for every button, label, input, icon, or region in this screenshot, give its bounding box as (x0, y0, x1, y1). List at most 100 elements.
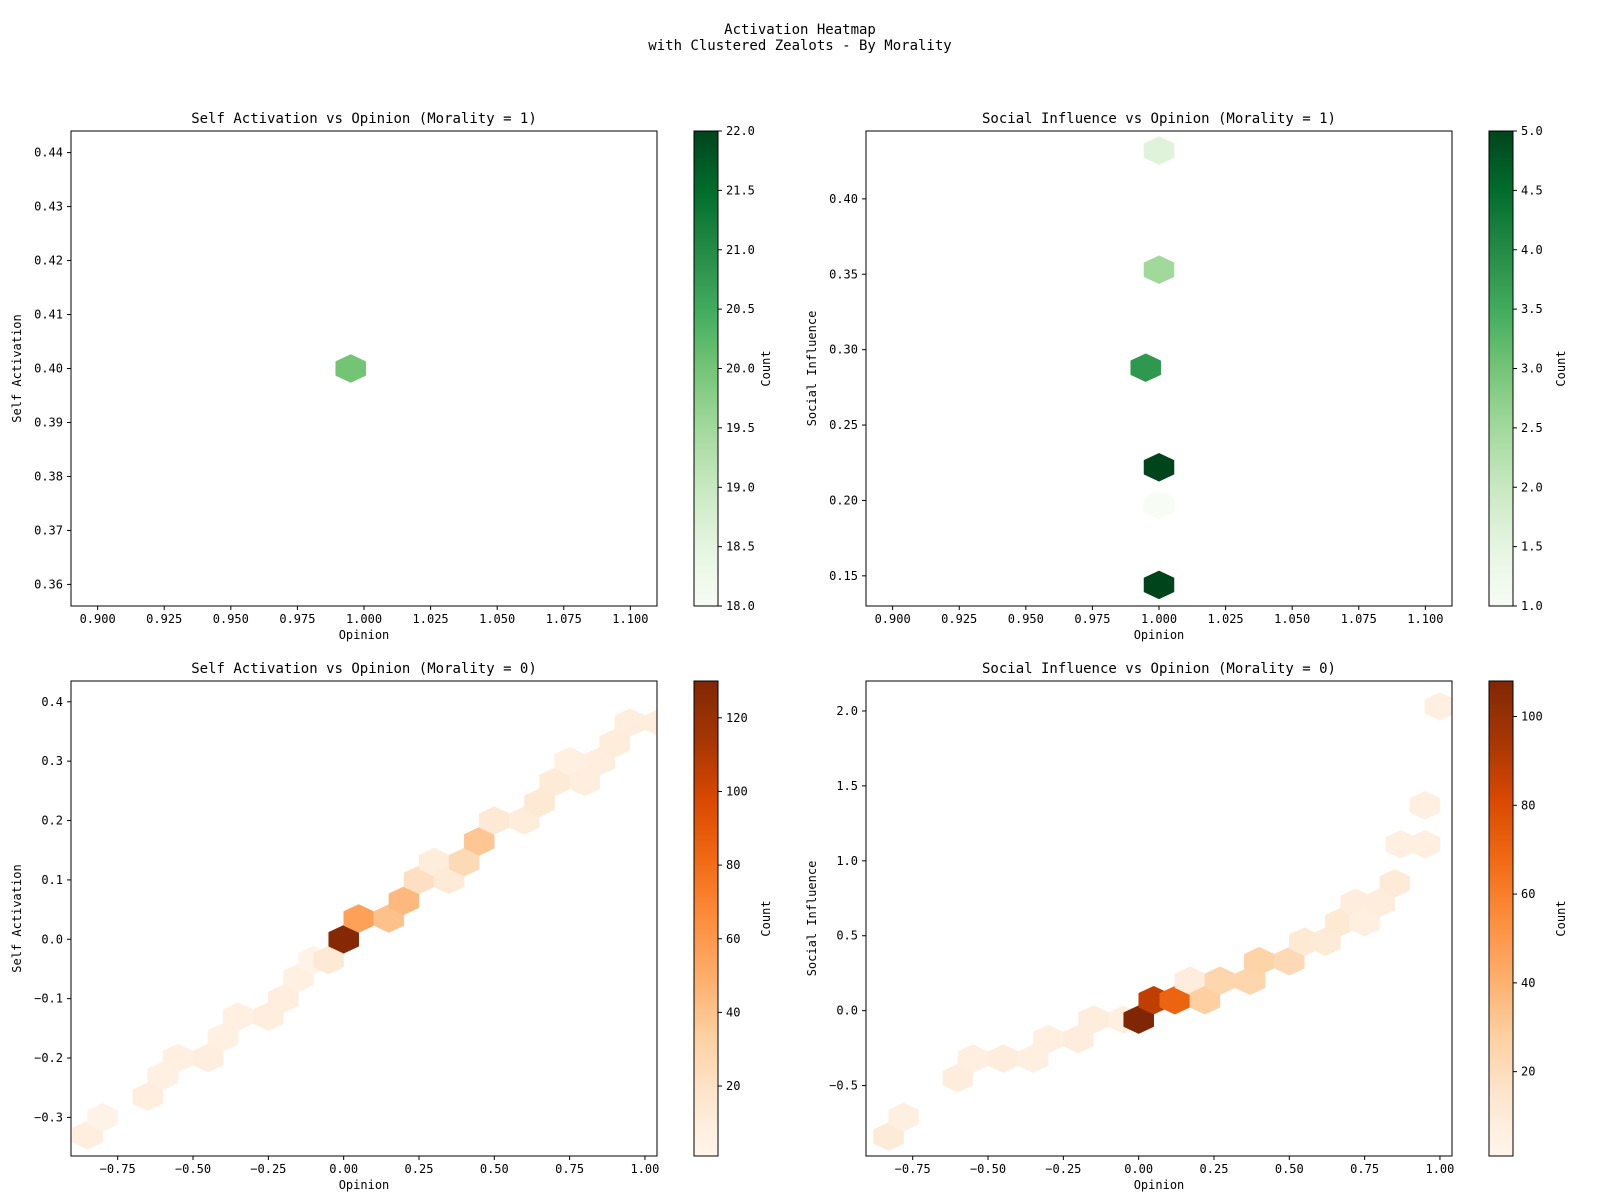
colorbar-tick-label: 40 (1521, 976, 1535, 990)
hexbin (1379, 869, 1411, 898)
colorbar-tick-label: 19.0 (726, 480, 755, 494)
colorbar-label: Count (759, 900, 773, 936)
y-tick-label: 0.1 (41, 873, 63, 887)
hexbin (1409, 791, 1441, 820)
colorbar-tick-label: 60 (1521, 887, 1535, 901)
y-tick-label: −0.2 (34, 1051, 63, 1065)
colorbar-tick-label: 1.5 (1521, 540, 1543, 554)
y-tick-label: 0.3 (41, 754, 63, 768)
hexbin (335, 354, 366, 383)
panel-2: 0.900 0.925 0.950 0.975 1.000 1.025 1.050 1.075… (805, 111, 1568, 642)
colorbar-tick-label: 1.0 (1521, 599, 1543, 613)
x-tick-label: −0.50 (175, 1162, 211, 1176)
y-tick-label: 0.4 (41, 695, 63, 709)
x-tick-label: 1.00 (1425, 1162, 1454, 1176)
colorbar-tick-label: 4.0 (1521, 243, 1543, 257)
colorbar-tick-label: 18.0 (726, 599, 755, 613)
y-axis-label: Social Influence (805, 861, 819, 977)
hexbin (1143, 255, 1175, 284)
hexbin (660, 688, 690, 716)
panel-4: −0.75 −0.50 −0.25 0.00 0.25 0.50 0.75 1.00 −0.5 0… (805, 661, 1568, 1192)
colorbar-tick-label: 5.0 (1521, 124, 1543, 138)
y-tick-label: 0.20 (829, 493, 858, 507)
x-tick-label: 0.900 (875, 612, 911, 626)
x-tick-label: 1.000 (346, 612, 382, 626)
y-tick-label: 0.2 (41, 814, 63, 828)
x-tick-label: −0.25 (250, 1162, 286, 1176)
colorbar-tick-label: 80 (726, 858, 740, 872)
x-tick-label: 1.100 (1407, 612, 1443, 626)
panel-3: −0.75 −0.50 −0.25 0.00 0.25 0.50 0.75 1.00 −0.3 −… (10, 661, 773, 1192)
colorbar-label: Count (1554, 350, 1568, 386)
y-tick-label: 0.43 (34, 200, 63, 214)
hexbin (1143, 453, 1175, 482)
y-tick-label: 0.37 (34, 523, 63, 537)
x-tick-label: 0.00 (329, 1162, 358, 1176)
colorbar-tick-label: 20.5 (726, 302, 755, 316)
x-tick-label: 0.950 (213, 612, 249, 626)
y-tick-label: 0.41 (34, 308, 63, 322)
x-tick-label: −0.25 (1045, 1162, 1081, 1176)
y-tick-label: 1.0 (836, 854, 858, 868)
x-tick-label: 0.00 (1124, 1162, 1153, 1176)
figure-title: Activation Heatmap with Clustered Zealot… (0, 22, 1600, 54)
hexbin-layer (335, 354, 366, 383)
y-tick-label: 0.25 (829, 418, 858, 432)
x-tick-label: 0.75 (555, 1162, 584, 1176)
y-tick-label: 0.39 (34, 415, 63, 429)
colorbar-tick-label: 19.5 (726, 421, 755, 435)
figure-title-line2: with Clustered Zealots - By Morality (648, 38, 952, 54)
x-tick-label: 0.75 (1350, 1162, 1379, 1176)
x-tick-label: 0.900 (80, 612, 116, 626)
y-tick-label: 0.40 (34, 362, 63, 376)
colorbar-tick-label: 80 (1521, 798, 1535, 812)
colorbar (693, 680, 719, 1157)
hexbin-layer (72, 688, 690, 1150)
hexbin (1130, 353, 1161, 382)
x-tick-label: 0.25 (405, 1162, 434, 1176)
panel-1: 0.900 0.925 0.950 0.975 1.000 1.025 1.050 1.075… (10, 111, 773, 642)
x-axis-label: Opinion (1134, 628, 1185, 642)
axes-frame (70, 680, 658, 1157)
colorbar-tick-label: 60 (726, 932, 740, 946)
y-tick-label: 0.38 (34, 469, 63, 483)
x-tick-label: 1.000 (1141, 612, 1177, 626)
hexbin (87, 1103, 118, 1132)
x-tick-label: 0.50 (480, 1162, 509, 1176)
y-axis-label: Self Activation (10, 864, 24, 972)
x-tick-label: 1.00 (630, 1162, 659, 1176)
panel-title: Self Activation vs Opinion (Morality = 1… (191, 111, 537, 127)
colorbar-tick-label: 20 (726, 1079, 740, 1093)
y-tick-label: −0.1 (34, 992, 63, 1006)
x-tick-label: 0.925 (941, 612, 977, 626)
panel-title: Self Activation vs Opinion (Morality = 0… (191, 661, 537, 677)
x-tick-label: 0.950 (1008, 612, 1044, 626)
x-tick-label: −0.75 (895, 1162, 931, 1176)
x-tick-label: 1.025 (413, 612, 449, 626)
hexbin (644, 709, 657, 736)
y-tick-label: 0.15 (829, 569, 858, 583)
x-tick-label: 1.050 (1274, 612, 1310, 626)
colorbar-tick-label: 21.5 (726, 183, 755, 197)
x-tick-label: 0.975 (279, 612, 315, 626)
x-axis-label: Opinion (1134, 1178, 1185, 1192)
x-tick-label: 1.100 (612, 612, 648, 626)
colorbar-tick-label: 3.0 (1521, 362, 1543, 376)
colorbar-tick-label: 20.0 (726, 362, 755, 376)
y-tick-label: 0.36 (34, 577, 63, 591)
x-tick-label: 0.50 (1275, 1162, 1304, 1176)
x-tick-label: 1.075 (1341, 612, 1377, 626)
hexbin (1143, 490, 1175, 520)
panel-title: Social Influence vs Opinion (Morality = … (982, 661, 1336, 677)
hexbin (1424, 692, 1452, 721)
hexbin (1143, 570, 1175, 600)
x-tick-label: −0.75 (100, 1162, 136, 1176)
colorbar-tick-label: 2.5 (1521, 421, 1543, 435)
x-tick-label: 0.925 (146, 612, 182, 626)
y-tick-label: 0.30 (829, 343, 858, 357)
y-tick-label: 1.5 (836, 779, 858, 793)
hexbin-layer (1130, 136, 1175, 600)
y-tick-label: 0.5 (836, 929, 858, 943)
